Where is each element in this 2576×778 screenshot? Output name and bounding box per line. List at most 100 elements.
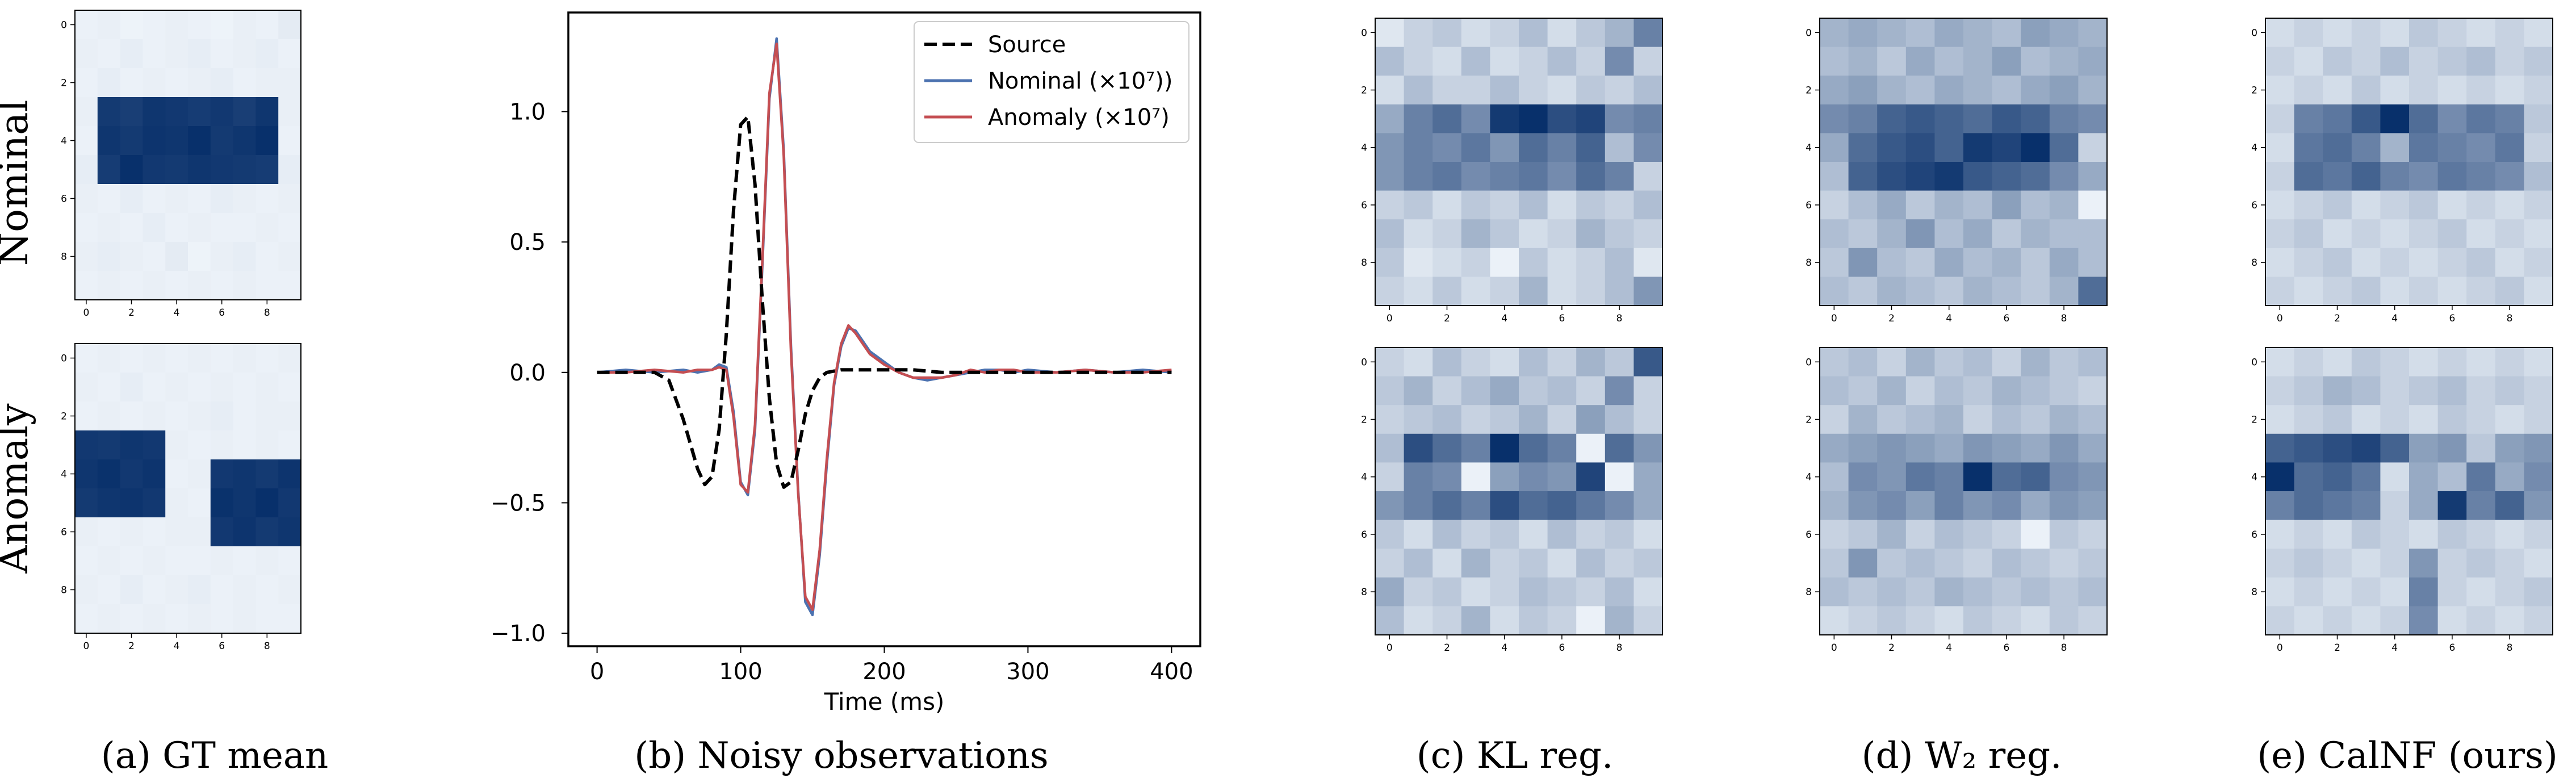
x-tick-label: 0: [2277, 313, 2283, 324]
heatmap-cell: [1404, 162, 1433, 191]
y-tick-label: 2: [61, 78, 67, 89]
heatmap-cell: [97, 97, 121, 127]
heatmap-cell: [165, 39, 189, 69]
x-tick-label: 8: [1616, 313, 1623, 324]
heatmap-cell: [1963, 606, 1993, 635]
heatmap-cell: [1547, 433, 1577, 463]
heatmap-cell: [1576, 277, 1606, 306]
y-tick-label: −1.0: [491, 621, 546, 647]
heatmap-cell: [1934, 277, 1964, 306]
heatmap-cell: [143, 546, 166, 576]
heatmap-cell: [188, 575, 211, 605]
heatmap-cell: [2380, 433, 2410, 463]
heatmap-cell: [2049, 162, 2079, 191]
heatmap-cell: [2380, 248, 2410, 277]
heatmap-cell: [1820, 162, 1849, 191]
heatmap-frame: [2265, 18, 2553, 306]
heatmap-cell: [2265, 190, 2295, 220]
heatmap-cell: [2078, 433, 2108, 463]
heatmap-cell: [1404, 248, 1433, 277]
heatmap-cell: [2078, 133, 2108, 162]
heatmap-cell: [1905, 219, 1935, 249]
heatmap-cell: [1848, 76, 1878, 105]
heatmap-cell: [1905, 433, 1935, 463]
heatmap-cell: [278, 155, 301, 185]
heatmap-cell: [2466, 376, 2496, 405]
heatmap-cell: [1432, 76, 1462, 105]
heatmap-cell: [1461, 433, 1490, 463]
heatmap-cell: [1605, 104, 1634, 133]
heatmap-cell: [2495, 190, 2524, 220]
heatmap-cell: [1934, 549, 1964, 578]
heatmap-cell: [1963, 162, 1993, 191]
heatmap-cell: [1877, 433, 1907, 463]
heatmap-cell: [2265, 348, 2295, 377]
heatmap-cell: [2524, 47, 2553, 76]
series-line-anomaly: [597, 42, 1172, 611]
heatmap-cell: [120, 10, 143, 40]
x-tick-label: 6: [1559, 642, 1565, 654]
heatmap-cell: [1461, 606, 1490, 635]
heatmap-cell: [75, 517, 98, 547]
heatmap-cell: [2380, 520, 2410, 549]
caption-b: (b) Noisy observations: [634, 735, 1049, 777]
heatmap-cell: [1820, 190, 1849, 220]
heatmap-cell: [2265, 606, 2295, 635]
heatmap-cell: [2409, 606, 2439, 635]
heatmap-cell: [1404, 520, 1433, 549]
heatmap-cell: [2437, 433, 2467, 463]
y-tick-label: 6: [2251, 200, 2257, 211]
heatmap-cell: [1519, 219, 1548, 249]
y-tick-label: 4: [61, 469, 67, 480]
heatmap-cell: [2437, 104, 2467, 133]
heatmap-cell: [1633, 606, 1663, 635]
heatmap-cell: [1633, 577, 1663, 606]
heatmap-cell: [2021, 219, 2050, 249]
heatmap-cell: [1963, 277, 1993, 306]
x-tick-label: 200: [862, 659, 906, 685]
heatmap-cell: [120, 401, 143, 431]
heatmap-cell: [2409, 577, 2439, 606]
heatmap-cell: [2466, 277, 2496, 306]
y-tick-label: 6: [1361, 529, 1367, 541]
heatmap--e-calnf-ours--nominal: 0 0 2 2 4 4 6 6 8 8: [2251, 18, 2553, 324]
heatmap-cell: [1905, 376, 1935, 405]
heatmap-cell: [2265, 219, 2295, 249]
y-tick-label: −0.5: [491, 490, 546, 516]
y-tick-label: 0: [61, 353, 67, 365]
heatmap-cell: [210, 271, 234, 300]
heatmap-cell: [1605, 376, 1634, 405]
heatmap-cell: [1963, 104, 1993, 133]
heatmap-cell: [120, 488, 143, 518]
x-tick-label: 300: [1006, 659, 1049, 685]
heatmap-cell: [143, 401, 166, 431]
heatmap-cell: [2380, 462, 2410, 492]
heatmap-cell: [1605, 491, 1634, 521]
heatmap-cell: [2294, 47, 2323, 76]
heatmap-cell: [1848, 405, 1878, 434]
heatmap-cell: [1934, 520, 1964, 549]
heatmap-cell: [1633, 462, 1663, 492]
y-tick-label: 1.0: [509, 99, 546, 126]
heatmap-cell: [2351, 248, 2381, 277]
heatmap-cell: [75, 546, 98, 576]
x-tick-label: 8: [264, 307, 270, 319]
heatmap-cell: [165, 488, 189, 518]
heatmap-cell: [1934, 348, 1964, 377]
heatmap-cell: [2021, 348, 2050, 377]
heatmap-cell: [2351, 219, 2381, 249]
heatmap-cell: [2524, 190, 2553, 220]
heatmap-cell: [2437, 277, 2467, 306]
heatmap-cell: [1461, 491, 1490, 521]
x-tick-label: 6: [2003, 642, 2009, 654]
heatmap-cell: [75, 242, 98, 271]
heatmap-cell: [2078, 577, 2108, 606]
heatmap-cell: [188, 10, 211, 40]
y-tick-label: 8: [1361, 257, 1367, 269]
heatmap--c-kl-reg--nominal: 0 0 2 2 4 4 6 6 8 8: [1361, 18, 1663, 324]
heatmap-cell: [2078, 104, 2108, 133]
heatmap-cell: [210, 344, 234, 373]
x-tick-label: 100: [719, 659, 762, 685]
heatmap-cell: [210, 575, 234, 605]
